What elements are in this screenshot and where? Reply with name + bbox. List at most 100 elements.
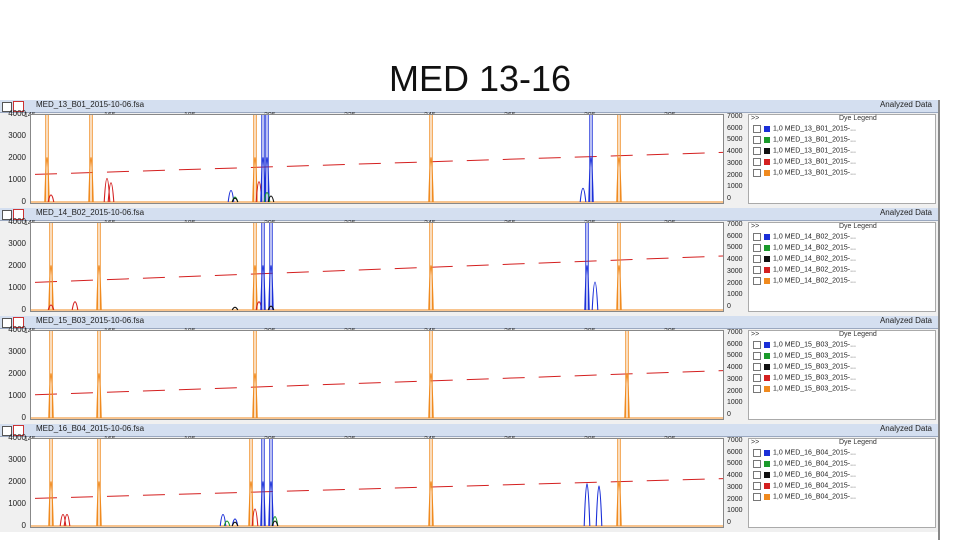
legend-item[interactable]: 1,0 MED_15_B03_2015-... (753, 385, 856, 394)
legend-checkbox[interactable] (753, 449, 761, 457)
peak-red (63, 513, 71, 527)
legend-checkbox[interactable] (753, 266, 761, 274)
legend-scale: 1,0 (773, 136, 783, 144)
legend-item[interactable]: 1,0 MED_13_B01_2015-... (753, 169, 856, 178)
right-scale-label: 0 (727, 195, 731, 202)
right-scale-label: 1000 (727, 399, 743, 407)
peak-red (71, 301, 79, 311)
legend-item[interactable]: 1,0 MED_14_B02_2015-... (753, 255, 856, 264)
right-scale-label: 6000 (727, 124, 743, 132)
legend-item[interactable]: 1,0 MED_16_B04_2015-... (753, 482, 856, 491)
legend-item[interactable]: 1,0 MED_14_B02_2015-... (753, 266, 856, 275)
legend-item[interactable]: 1,0 MED_16_B04_2015-... (753, 493, 856, 502)
size-standard-line (34, 255, 723, 283)
panel-header: MED_15_B03_2015-10-06.fsa Analyzed Data (0, 316, 938, 329)
sample-icon[interactable] (13, 101, 24, 112)
legend-item[interactable]: 1,0 MED_16_B04_2015-... (753, 460, 856, 469)
legend-checkbox[interactable] (753, 277, 761, 285)
legend-checkbox[interactable] (753, 471, 761, 479)
legend-item[interactable]: 1,0 MED_16_B04_2015-... (753, 449, 856, 458)
y-tick-label: 0 (21, 413, 26, 422)
legend-item[interactable]: 1,0 MED_15_B03_2015-... (753, 352, 856, 361)
legend-expand-toggle[interactable]: >> (751, 115, 760, 122)
legend-checkbox[interactable] (753, 363, 761, 371)
legend-checkbox[interactable] (753, 158, 761, 166)
panel-header: MED_16_B04_2015-10-06.fsa Analyzed Data (0, 424, 938, 437)
legend-scale: 1,0 (773, 169, 783, 177)
plot-area (30, 438, 724, 528)
dye-color-swatch (764, 126, 770, 132)
dye-color-swatch (764, 353, 770, 359)
window-right-border (938, 100, 940, 540)
trace-svg (31, 223, 723, 311)
y-tick-label: 0 (21, 305, 26, 314)
sample-filename: MED_16_B04_2015-10-06.fsa (36, 424, 145, 433)
legend-checkbox[interactable] (753, 460, 761, 468)
electropherogram-panel: MED_16_B04_2015-10-06.fsa Analyzed Data 14… (0, 424, 940, 532)
legend-item[interactable]: 1,0 MED_16_B04_2015-... (753, 471, 856, 480)
peak-blue (591, 281, 599, 311)
legend-expand-toggle[interactable]: >> (751, 331, 760, 338)
legend-item[interactable]: 1,0 MED_14_B02_2015-... (753, 277, 856, 286)
peak-orange (252, 373, 258, 419)
legend-checkbox[interactable] (753, 233, 761, 241)
legend-checkbox[interactable] (753, 147, 761, 155)
legend-expand-toggle[interactable]: >> (751, 223, 760, 230)
select-checkbox[interactable] (2, 426, 12, 436)
legend-item[interactable]: 1,0 MED_15_B03_2015-... (753, 341, 856, 350)
legend-sample-name: MED_13_B01_2015-... (784, 169, 856, 177)
legend-item[interactable]: 1,0 MED_13_B01_2015-... (753, 147, 856, 156)
legend-checkbox[interactable] (753, 482, 761, 490)
legend-checkbox[interactable] (753, 169, 761, 177)
analyzed-data-label: Analyzed Data (879, 208, 932, 217)
select-checkbox[interactable] (2, 318, 12, 328)
peak-blue (588, 157, 594, 203)
legend-expand-toggle[interactable]: >> (751, 439, 760, 446)
right-scale-label: 0 (727, 411, 731, 418)
legend-checkbox[interactable] (753, 125, 761, 133)
plot-area (30, 114, 724, 204)
dye-legend: >> Dye Legend 1,0 MED_14_B02_2015-... 1,0 M… (748, 222, 936, 312)
dye-legend: >> Dye Legend 1,0 MED_13_B01_2015-... 1,0 M… (748, 114, 936, 204)
legend-checkbox[interactable] (753, 244, 761, 252)
peak-black (271, 520, 279, 527)
right-scale-label: 2000 (727, 387, 743, 395)
legend-scale: 1,0 (773, 352, 783, 360)
peak-blue (268, 265, 274, 311)
legend-sample-name: MED_14_B02_2015-... (784, 233, 856, 241)
dye-color-swatch (764, 159, 770, 165)
select-checkbox[interactable] (2, 210, 12, 220)
legend-checkbox[interactable] (753, 255, 761, 263)
legend-item[interactable]: 1,0 MED_14_B02_2015-... (753, 244, 856, 253)
legend-checkbox[interactable] (753, 341, 761, 349)
legend-item[interactable]: 1,0 MED_13_B01_2015-... (753, 136, 856, 145)
y-tick-label: 2000 (8, 369, 26, 378)
legend-scale: 1,0 (773, 385, 783, 393)
sample-icon[interactable] (13, 425, 24, 436)
legend-item[interactable]: 1,0 MED_13_B01_2015-... (753, 158, 856, 167)
legend-item[interactable]: 1,0 MED_15_B03_2015-... (753, 374, 856, 383)
peak-orange (428, 157, 434, 203)
legend-checkbox[interactable] (753, 136, 761, 144)
right-scale-label: 2000 (727, 279, 743, 287)
legend-scale: 1,0 (773, 374, 783, 382)
legend-item[interactable]: 1,0 MED_14_B02_2015-... (753, 233, 856, 242)
y-tick-label: 3000 (8, 455, 26, 464)
sample-icon[interactable] (13, 209, 24, 220)
right-scale-label: 5000 (727, 460, 743, 468)
peak-green (223, 520, 231, 527)
sample-icon[interactable] (13, 317, 24, 328)
legend-checkbox[interactable] (753, 352, 761, 360)
legend-checkbox[interactable] (753, 385, 761, 393)
legend-checkbox[interactable] (753, 493, 761, 501)
analyzed-data-label: Analyzed Data (879, 316, 932, 325)
legend-sample-name: MED_16_B04_2015-... (784, 449, 856, 457)
size-tick-label: 145 (24, 328, 36, 335)
legend-item[interactable]: 1,0 MED_13_B01_2015-... (753, 125, 856, 134)
legend-sample-name: MED_14_B02_2015-... (784, 255, 856, 263)
legend-item[interactable]: 1,0 MED_15_B03_2015-... (753, 363, 856, 372)
select-checkbox[interactable] (2, 102, 12, 112)
right-scale-label: 1000 (727, 507, 743, 515)
y-tick-label: 2000 (8, 261, 26, 270)
legend-checkbox[interactable] (753, 374, 761, 382)
